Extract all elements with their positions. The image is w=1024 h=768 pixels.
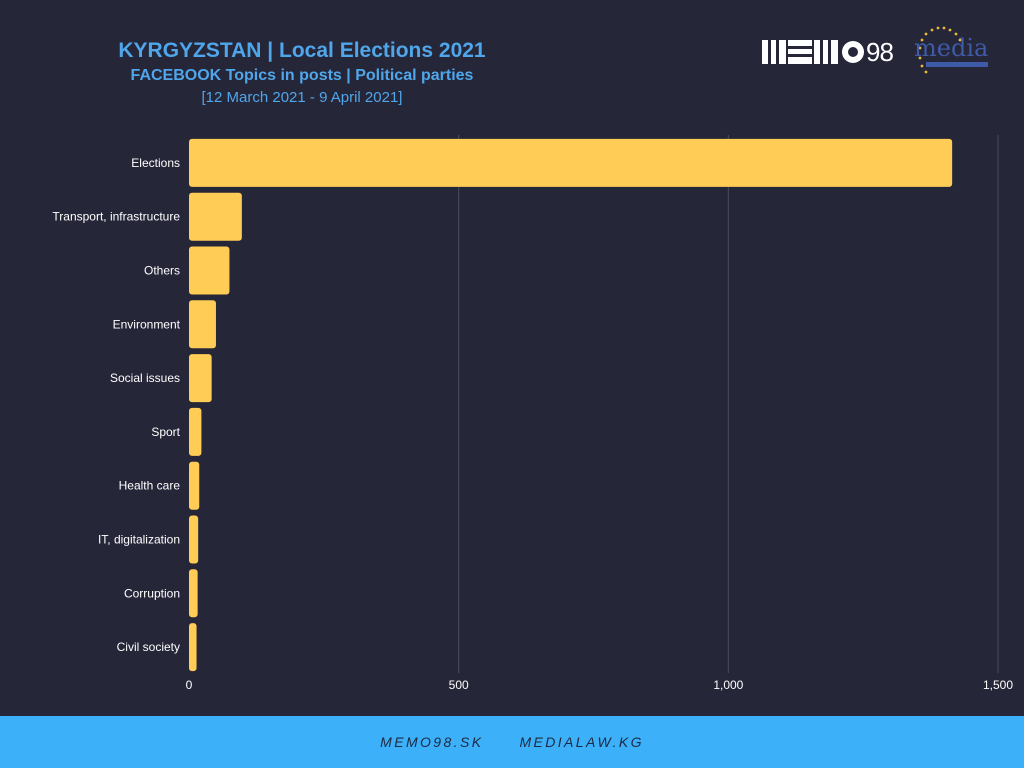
bar xyxy=(189,461,200,510)
tick-label: 0 xyxy=(186,678,193,692)
category-label: IT, digitalization xyxy=(98,533,180,547)
bar xyxy=(189,246,230,295)
memo-m-glyph xyxy=(762,40,786,64)
media-center-logo: media xyxy=(910,26,994,76)
footer-link-memo98[interactable]: MEMO98.SK xyxy=(380,734,484,750)
media-tagline-bar xyxy=(926,62,988,67)
bar xyxy=(189,569,198,618)
memo-e-glyph xyxy=(788,40,812,64)
bar xyxy=(189,407,202,456)
chart-subtitle: FACEBOOK Topics in posts | Political par… xyxy=(130,67,474,84)
category-label: Civil society xyxy=(117,640,180,654)
category-label: Transport, infrastructure xyxy=(52,210,180,224)
date-range: [12 March 2021 - 9 April 2021] xyxy=(201,89,403,106)
category-label: Corruption xyxy=(124,586,180,600)
memo-m2-glyph xyxy=(814,40,838,64)
category-label: Sport xyxy=(151,425,180,439)
category-label: Social issues xyxy=(110,371,180,385)
bar xyxy=(189,515,199,564)
memo98-logo: 98 xyxy=(762,37,894,67)
tick-label: 1,500 xyxy=(983,678,1013,692)
category-label: Elections xyxy=(131,156,180,170)
bar xyxy=(189,138,953,187)
tick-label: 1,000 xyxy=(713,678,743,692)
bar xyxy=(189,300,216,349)
footer-link-medialaw[interactable]: MEDIALAW.KG xyxy=(519,734,644,750)
memo-o-glyph xyxy=(842,41,864,63)
category-label: Others xyxy=(144,264,180,278)
category-label: Health care xyxy=(119,479,181,493)
media-wordmark: media xyxy=(914,34,989,62)
category-label: Environment xyxy=(113,317,181,331)
footer-bar: MEMO98.SK MEDIALAW.KG xyxy=(0,716,1024,768)
chart-header: KYRGYZSTAN | Local Elections 2021 FACEBO… xyxy=(0,36,604,110)
memo-number: 98 xyxy=(866,37,894,67)
bar xyxy=(189,192,242,241)
bar-chart: Elections Transport, infrastructure Others… xyxy=(0,130,1024,705)
bar-chart-svg: Elections Transport, infrastructure Others… xyxy=(52,135,1013,692)
chart-title: KYRGYZSTAN | Local Elections 2021 xyxy=(118,39,486,62)
bar xyxy=(189,623,197,672)
bar xyxy=(189,354,212,403)
tick-label: 500 xyxy=(449,678,469,692)
media-stars-icon xyxy=(918,26,962,74)
